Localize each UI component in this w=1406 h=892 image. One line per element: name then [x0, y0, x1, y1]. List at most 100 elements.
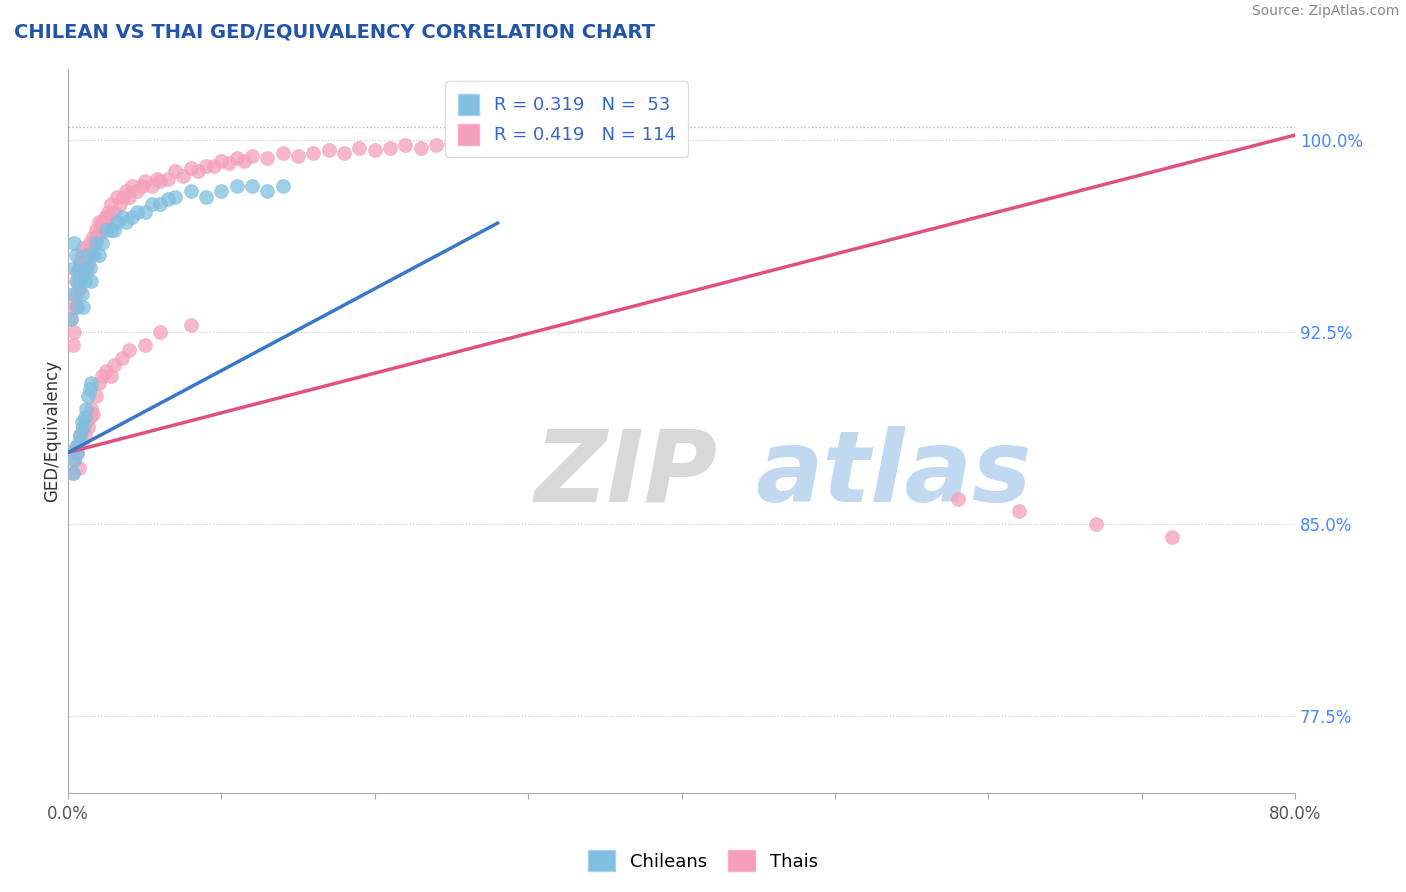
Point	[89, 225, 111, 239]
Point	[69, 427, 91, 442]
Point	[105, 189, 128, 203]
Text: atlas: atlas	[755, 425, 1032, 523]
Point	[149, 325, 172, 339]
Point	[165, 189, 187, 203]
Point	[79, 382, 101, 396]
Point	[1008, 504, 1031, 518]
Point	[180, 185, 202, 199]
Point	[69, 274, 91, 288]
Point	[240, 148, 263, 162]
Point	[63, 235, 86, 250]
Point	[240, 179, 263, 194]
Point	[149, 197, 172, 211]
Point	[65, 300, 87, 314]
Point	[394, 138, 416, 153]
Point	[70, 248, 93, 262]
Point	[63, 453, 86, 467]
Point	[540, 133, 562, 147]
Point	[218, 156, 240, 170]
Point	[100, 197, 122, 211]
Point	[82, 407, 104, 421]
Point	[66, 266, 89, 280]
Point	[349, 141, 371, 155]
Point	[172, 169, 194, 183]
Point	[86, 230, 108, 244]
Point	[67, 435, 90, 450]
Point	[69, 274, 91, 288]
Point	[75, 415, 97, 429]
Point	[65, 248, 87, 262]
Point	[180, 318, 202, 332]
Point	[62, 466, 84, 480]
Point	[256, 185, 278, 199]
Point	[77, 248, 100, 262]
Point	[134, 338, 156, 352]
Point	[1161, 530, 1184, 544]
Point	[115, 185, 138, 199]
Point	[65, 441, 87, 455]
Point	[72, 241, 94, 255]
Text: Source: ZipAtlas.com: Source: ZipAtlas.com	[1251, 4, 1399, 19]
Point	[66, 300, 89, 314]
Point	[87, 215, 110, 229]
Point	[225, 179, 247, 194]
Point	[118, 189, 141, 203]
Point	[271, 179, 294, 194]
Point	[115, 215, 138, 229]
Point	[156, 171, 179, 186]
Point	[63, 325, 86, 339]
Point	[105, 215, 128, 229]
Point	[84, 235, 107, 250]
Point	[79, 235, 101, 250]
Point	[75, 402, 97, 417]
Point	[63, 453, 86, 467]
Point	[67, 261, 90, 276]
Point	[83, 235, 105, 250]
Point	[80, 245, 103, 260]
Point	[562, 133, 585, 147]
Point	[100, 223, 122, 237]
Point	[209, 185, 232, 199]
Point	[233, 153, 256, 168]
Legend: Chileans, Thais: Chileans, Thais	[581, 843, 825, 879]
Point	[62, 286, 84, 301]
Point	[69, 256, 91, 270]
Point	[125, 205, 148, 219]
Point	[73, 409, 96, 424]
Point	[502, 133, 524, 147]
Point	[121, 210, 143, 224]
Point	[90, 368, 112, 383]
Point	[90, 235, 112, 250]
Point	[87, 248, 110, 262]
Point	[83, 248, 105, 262]
Point	[149, 174, 172, 188]
Point	[67, 261, 90, 276]
Point	[111, 210, 134, 224]
Point	[62, 300, 84, 314]
Point	[63, 261, 86, 276]
Point	[146, 171, 169, 186]
Point	[66, 445, 89, 459]
Point	[112, 189, 135, 203]
Point	[90, 215, 112, 229]
Point	[624, 133, 647, 147]
Point	[121, 179, 143, 194]
Point	[80, 274, 103, 288]
Point	[98, 210, 121, 224]
Point	[655, 133, 678, 147]
Point	[70, 435, 93, 450]
Point	[103, 205, 125, 219]
Point	[79, 409, 101, 424]
Point	[80, 402, 103, 417]
Point	[84, 389, 107, 403]
Point	[70, 415, 93, 429]
Point	[187, 164, 209, 178]
Text: ZIP: ZIP	[534, 425, 717, 523]
Point	[84, 223, 107, 237]
Point	[75, 266, 97, 280]
Point	[287, 148, 309, 162]
Text: CHILEAN VS THAI GED/EQUIVALENCY CORRELATION CHART: CHILEAN VS THAI GED/EQUIVALENCY CORRELAT…	[14, 22, 655, 41]
Point	[165, 164, 187, 178]
Point	[333, 146, 356, 161]
Point	[141, 197, 163, 211]
